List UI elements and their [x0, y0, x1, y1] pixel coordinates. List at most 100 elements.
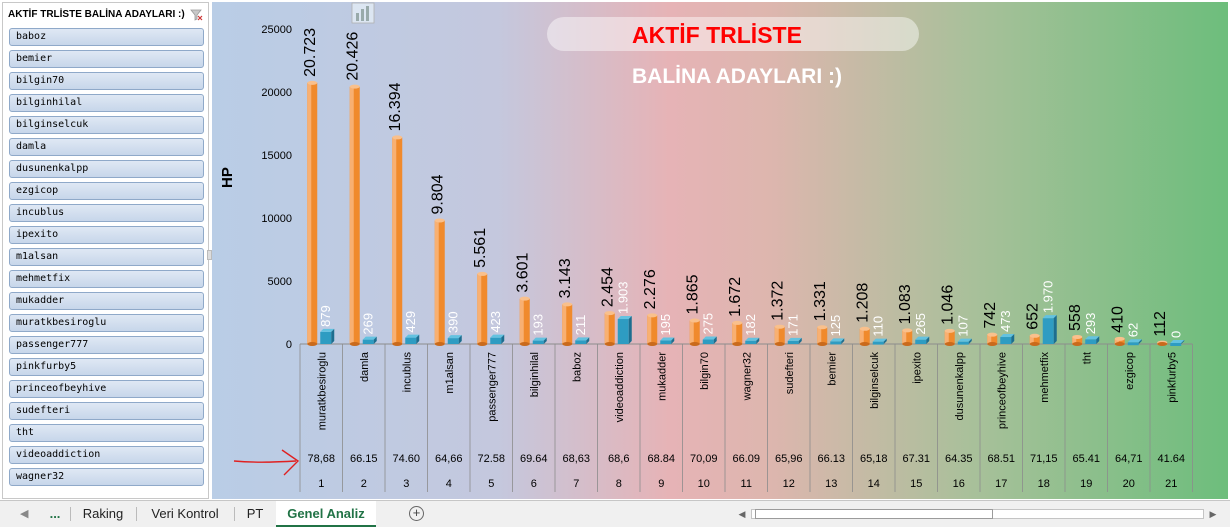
slicer-item-sudefteri[interactable]: sudefteri: [9, 402, 204, 420]
data-label-series2: 1.903: [616, 281, 631, 314]
data-label-series1: 1.083: [897, 284, 914, 324]
scroll-thumb[interactable]: [755, 509, 993, 519]
data-label-series1: 20.723: [302, 28, 319, 77]
y-tick-label: 10000: [261, 213, 292, 225]
scroll-left-button[interactable]: ◀: [738, 509, 746, 519]
bar-series2-ezgicop: [1127, 339, 1142, 346]
data-label-series1: 3.143: [557, 258, 574, 298]
slicer-item-mehmetfix[interactable]: mehmetfix: [9, 270, 204, 288]
y-tick-label: 5000: [268, 276, 292, 288]
y-tick-label: 0: [286, 339, 292, 351]
sheet-tab-bar: ◀ ▶ ... Raking Veri Kontrol PT Genel Ana…: [0, 500, 1230, 527]
bar-series2-passenger777: [490, 334, 505, 344]
add-sheet-button[interactable]: +: [409, 506, 424, 521]
table-row1-cell: 68,6: [608, 453, 629, 465]
table-row2-cell: 19: [1080, 478, 1092, 490]
category-label: baboz: [571, 352, 583, 382]
slicer-item-ezgicop[interactable]: ezgicop: [9, 182, 204, 200]
bar-series1-damla: [349, 84, 360, 346]
category-label: bilginhilal: [529, 352, 541, 397]
table-row2-cell: 11: [741, 478, 752, 490]
slicer-item-princeofbeyhive[interactable]: princeofbeyhive: [9, 380, 204, 398]
table-row2-cell: 9: [658, 478, 664, 490]
sheet-tab-veri-kontrol[interactable]: Veri Kontrol: [151, 506, 219, 521]
table-row1-cell: 68,63: [562, 453, 590, 465]
table-row2-cell: 18: [1038, 478, 1050, 490]
slicer-item-bilgin70[interactable]: bilgin70: [9, 72, 204, 90]
slicer-item-bilginhilal[interactable]: bilginhilal: [9, 94, 204, 112]
data-label-series2: 293: [1083, 313, 1098, 335]
bar-series2-princeofbeyhive: [1000, 334, 1015, 344]
slicer-item-damla[interactable]: damla: [9, 138, 204, 156]
category-label: ezgicop: [1124, 352, 1136, 390]
chart-title-line2: BALİNA ADAYLARI :): [632, 65, 842, 88]
data-label-series1: 1.865: [685, 274, 702, 314]
sheet-tab-raking[interactable]: Raking: [82, 506, 124, 521]
slicer-item-m1alsan[interactable]: m1alsan: [9, 248, 204, 266]
slicer-item-dusunenkalpp[interactable]: dusunenkalpp: [9, 160, 204, 178]
slicer-item-mukadder[interactable]: mukadder: [9, 292, 204, 310]
bar-series2-mukadder: [660, 337, 675, 344]
table-row2-cell: 8: [616, 478, 622, 490]
table-row1-cell: 78,68: [307, 453, 335, 465]
sheet-tab-genel-analiz[interactable]: Genel Analiz: [276, 501, 376, 527]
table-row1-cell: 69.64: [520, 453, 548, 465]
bar-series2-mehmetfix: [1042, 315, 1057, 344]
slicer-item-incublus[interactable]: incublus: [9, 204, 204, 222]
data-label-series2: 429: [403, 311, 418, 333]
category-label: pinkfurby5: [1166, 352, 1178, 403]
table-row2-cell: 16: [953, 478, 965, 490]
data-label-series1: 1.672: [727, 277, 744, 317]
data-label-series2: 265: [913, 313, 928, 335]
slicer-resize-handle[interactable]: [207, 250, 212, 260]
slicer-item-wagner32[interactable]: wagner32: [9, 468, 204, 486]
table-row2-cell: 14: [868, 478, 880, 490]
bar-series1-mukadder: [647, 313, 658, 346]
data-label-series1: 1.331: [812, 281, 829, 321]
slicer-item-baboz[interactable]: baboz: [9, 28, 204, 46]
slicer-item-passenger777[interactable]: passenger777: [9, 336, 204, 354]
table-row2-cell: 5: [488, 478, 494, 490]
slicer-item-ipexito[interactable]: ipexito: [9, 226, 204, 244]
slicer-item-pinkfurby5[interactable]: pinkfurby5: [9, 358, 204, 376]
chart-title-box: [547, 17, 919, 51]
sheet-nav-prev-button[interactable]: ◀: [20, 508, 29, 520]
data-label-series1: 1.046: [940, 285, 957, 325]
sheet-tab-pt[interactable]: PT: [246, 506, 264, 521]
bar-series2-tht: [1085, 336, 1100, 344]
category-label: muratkbesiroglu: [316, 352, 328, 430]
data-label-series2: 275: [701, 313, 716, 335]
table-row2-cell: 20: [1123, 478, 1135, 490]
table-row2-cell: 10: [698, 478, 710, 490]
slicer-item-videoaddiction[interactable]: videoaddiction: [9, 446, 204, 464]
slicer-item-muratkbesiroglu[interactable]: muratkbesiroglu: [9, 314, 204, 332]
table-row2-cell: 17: [995, 478, 1007, 490]
bar-chart: AKTİF TRLİSTE BALİNA ADAYLARI :) HP 0 500…: [219, 2, 1193, 492]
horizontal-scrollbar[interactable]: ◀ ▶: [735, 507, 1220, 521]
bar-series1-bilgin70: [689, 318, 700, 346]
category-label: passenger777: [486, 352, 498, 422]
sheet-tab-more[interactable]: ...: [49, 506, 61, 521]
data-label-series2: 879: [318, 305, 333, 327]
table-row1-cell: 68.51: [987, 453, 1015, 465]
bar-series2-m1alsan: [447, 335, 462, 344]
category-label: bemier: [826, 352, 838, 386]
slicer-item-bilginselcuk[interactable]: bilginselcuk: [9, 116, 204, 134]
table-row2-cell: 21: [1165, 478, 1177, 490]
category-label: incublus: [401, 352, 413, 393]
data-label-series2: 62: [1126, 323, 1141, 337]
chart-elements-icon[interactable]: [351, 2, 375, 24]
table-row1-cell: 65,96: [775, 453, 803, 465]
bar-series2-ipexito: [915, 336, 930, 344]
slicer-item-bemier[interactable]: bemier: [9, 50, 204, 68]
category-label: dusunenkalpp: [954, 352, 966, 421]
slicer-item-tht[interactable]: tht: [9, 424, 204, 442]
bar-series1-princeofbeyhive: [987, 332, 998, 346]
red-arrow-annotation: [233, 449, 300, 476]
scroll-right-button[interactable]: ▶: [1209, 509, 1217, 519]
clear-filter-icon[interactable]: [189, 7, 203, 21]
data-label-series1: 410: [1110, 306, 1127, 333]
table-row2-cell: 2: [361, 478, 367, 490]
data-label-series2: 125: [828, 315, 843, 337]
data-label-series2: 110: [871, 316, 886, 337]
